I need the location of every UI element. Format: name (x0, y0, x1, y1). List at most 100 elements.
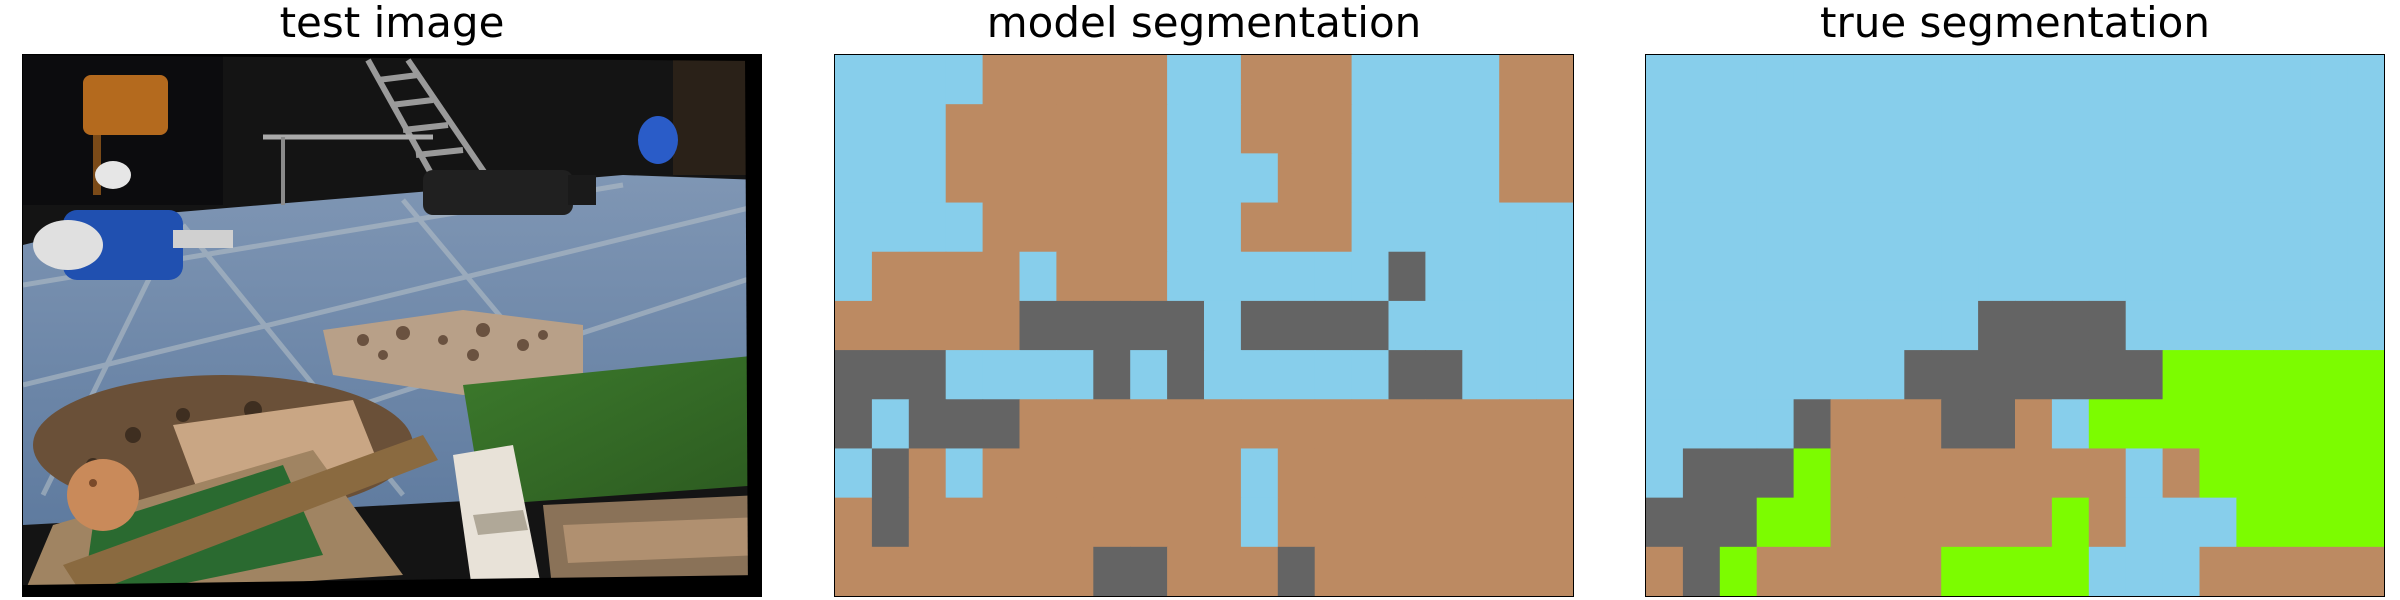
segmentation-cell (1167, 251, 1205, 302)
segmentation-cell (1646, 448, 1684, 499)
segmentation-cell (2199, 153, 2237, 204)
segmentation-cell (1167, 350, 1205, 400)
segmentation-cell (1277, 104, 1316, 154)
segmentation-cell (1978, 546, 2016, 596)
segmentation-cell (1499, 202, 1537, 253)
segmentation-cell (2199, 300, 2237, 351)
segmentation-cell (945, 153, 984, 204)
segmentation-cell (1462, 497, 1500, 548)
segmentation-cell (1830, 300, 1868, 351)
segmentation-cell (1646, 546, 1684, 596)
segmentation-cell (1204, 448, 1242, 499)
segmentation-cell (1130, 399, 1168, 450)
segmentation-cell (1277, 497, 1316, 548)
segmentation-cell (1499, 300, 1537, 351)
segmentation-cell (1093, 300, 1131, 351)
segmentation-cell (908, 497, 947, 548)
segmentation-cell (2015, 251, 2053, 302)
segmentation-cell (2310, 497, 2348, 548)
segmentation-cell (2310, 448, 2348, 499)
segmentation-cell (908, 546, 947, 596)
segmentation-cell (871, 350, 910, 400)
segmentation-cell (982, 55, 1021, 105)
segmentation-cell (1904, 350, 1942, 400)
segmentation-cell (1536, 153, 1573, 204)
segmentation-cell (2162, 448, 2201, 499)
segmentation-cell (1093, 251, 1131, 302)
segmentation-cell (1056, 153, 1094, 204)
segmentation-cell (2199, 202, 2237, 253)
segmentation-cell (945, 448, 984, 499)
segmentation-cell (1019, 546, 1057, 596)
segmentation-cell (2236, 448, 2274, 499)
segmentation-cell (1314, 497, 1353, 548)
segmentation-cell (1425, 497, 1463, 548)
segmentation-cell (908, 55, 947, 105)
segmentation-cell (1130, 546, 1168, 596)
segmentation-cell (1204, 300, 1242, 351)
segmentation-cell (1682, 300, 1721, 351)
segmentation-cell (1646, 300, 1684, 351)
segmentation-cell (1867, 251, 1905, 302)
segmentation-cell (2273, 300, 2311, 351)
segmentation-cell (945, 497, 984, 548)
segmentation-cell (2236, 153, 2274, 204)
segmentation-cell (1167, 497, 1205, 548)
segmentation-cell (1536, 104, 1573, 154)
segmentation-cell (1093, 546, 1131, 596)
segmentation-cell (982, 399, 1021, 450)
segmentation-cell (2310, 300, 2348, 351)
segmentation-cell (1388, 546, 1426, 596)
segmentation-cell (1904, 153, 1942, 204)
segmentation-cell (835, 202, 873, 253)
segmentation-cell (2015, 104, 2053, 154)
segmentation-cell (1130, 251, 1168, 302)
segmentation-cell (1867, 202, 1905, 253)
segmentation-cell (1351, 55, 1390, 105)
segmentation-cell (1167, 55, 1205, 105)
segmentation-cell (1314, 350, 1353, 400)
segmentation-cell (1978, 448, 2016, 499)
segmentation-cell (1941, 546, 1979, 596)
segmentation-cell (1719, 202, 1758, 253)
segmentation-cell (1425, 55, 1463, 105)
segmentation-cell (1388, 104, 1426, 154)
segmentation-cell (1056, 300, 1094, 351)
segmentation-cell (1719, 448, 1758, 499)
segmentation-cell (2347, 202, 2384, 253)
segmentation-cell (1536, 251, 1573, 302)
segmentation-cell (2125, 350, 2164, 400)
test-image-photo (23, 55, 761, 596)
segmentation-cell (1167, 153, 1205, 204)
segmentation-cell (871, 448, 910, 499)
segmentation-cell (2051, 399, 2090, 450)
segmentation-cell (2162, 300, 2201, 351)
segmentation-cell (2015, 448, 2053, 499)
segmentation-cell (1425, 202, 1463, 253)
segmentation-cell (2199, 55, 2237, 105)
segmentation-cell (1756, 202, 1795, 253)
segmentation-cell (2015, 300, 2053, 351)
segmentation-cell (1462, 300, 1500, 351)
segmentation-cell (1719, 497, 1758, 548)
segmentation-cell (2088, 104, 2127, 154)
segmentation-cell (1204, 497, 1242, 548)
segmentation-cell (1240, 399, 1279, 450)
segmentation-cell (1204, 251, 1242, 302)
segmentation-cell (2088, 448, 2127, 499)
segmentation-cell (1830, 202, 1868, 253)
segmentation-cell (1240, 350, 1279, 400)
segmentation-cell (1830, 55, 1868, 105)
segmentation-cell (1646, 202, 1684, 253)
segmentation-cell (871, 497, 910, 548)
segmentation-cell (1019, 350, 1057, 400)
segmentation-cell (1682, 104, 1721, 154)
segmentation-cell (1093, 448, 1131, 499)
segmentation-cell (2236, 202, 2274, 253)
segmentation-cell (2347, 55, 2384, 105)
segmentation-cell (1793, 399, 1832, 450)
segmentation-cell (2015, 55, 2053, 105)
segmentation-cell (2199, 251, 2237, 302)
true-segmentation-grid (1646, 55, 2384, 596)
segmentation-cell (2015, 350, 2053, 400)
